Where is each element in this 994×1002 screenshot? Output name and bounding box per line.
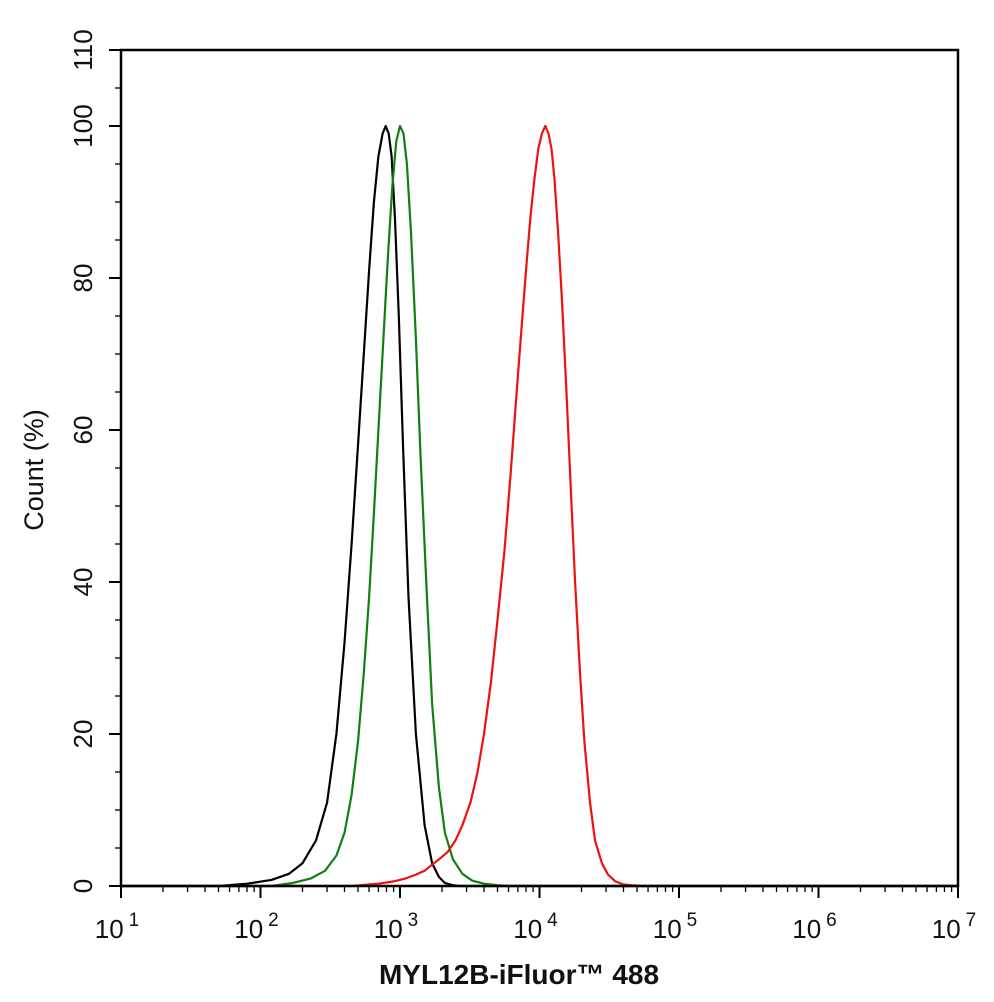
x-tick-label: 10 3 bbox=[374, 910, 419, 944]
y-tick-label: 100 bbox=[68, 104, 98, 147]
x-tick-label: 10 1 bbox=[95, 910, 140, 944]
plot-frame bbox=[119, 48, 960, 888]
y-axis-title: Count (%) bbox=[19, 409, 49, 531]
x-tick-label: 10 2 bbox=[234, 910, 279, 944]
labels-layer: 10 1 10 2 10 3 10 4 10 5 10 6 10 7 0 20 40 60 80 100 110 bbox=[68, 29, 976, 944]
series-line-3 bbox=[121, 124, 958, 888]
series-line-2 bbox=[121, 124, 958, 888]
x-tick-label: 10 6 bbox=[792, 910, 837, 944]
y-tick-label: 20 bbox=[68, 720, 98, 749]
y-tick-label: 40 bbox=[68, 568, 98, 597]
y-tick-label: 110 bbox=[68, 29, 98, 70]
x-tick-label: 10 4 bbox=[513, 910, 558, 944]
y-tick-label: 80 bbox=[68, 264, 98, 293]
y-tick-label: 60 bbox=[68, 416, 98, 445]
series-line-1 bbox=[121, 124, 958, 888]
x-tick-label: 10 5 bbox=[653, 910, 698, 944]
series-layer bbox=[121, 124, 958, 888]
ticks-layer bbox=[109, 49, 959, 898]
x-tick-label: 10 7 bbox=[932, 910, 977, 944]
y-tick-label: 0 bbox=[68, 879, 98, 893]
x-axis-title: MYL12B-iFluor™ 488 bbox=[379, 959, 659, 990]
